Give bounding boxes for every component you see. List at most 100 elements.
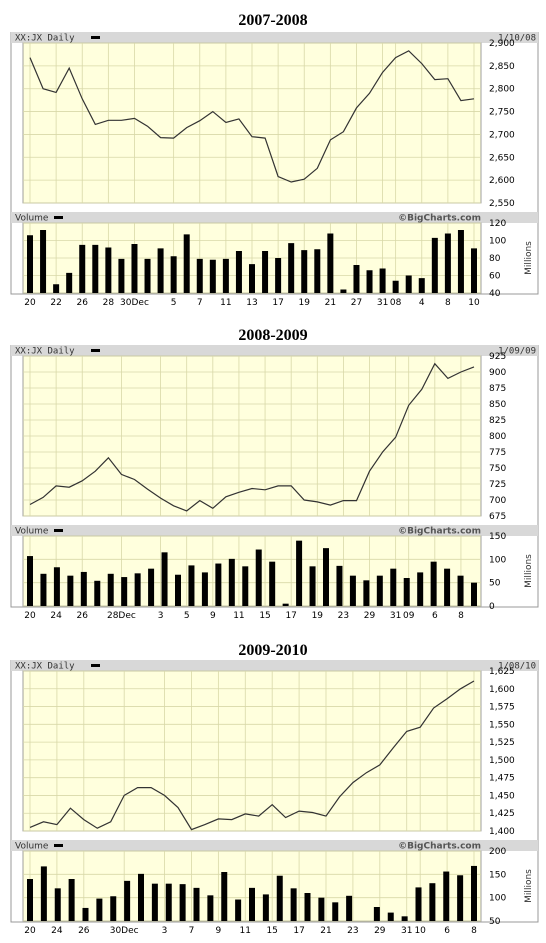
x-tick-label: 31: [401, 926, 412, 936]
volume-bar: [27, 235, 33, 293]
volume-bar: [429, 883, 436, 921]
volume-bar: [207, 895, 214, 921]
volume-bar: [40, 230, 47, 293]
x-tick-label: 11: [240, 926, 251, 936]
x-tick-label: 17: [272, 298, 283, 308]
volume-bar: [107, 573, 114, 606]
price-series-line: [29, 680, 475, 831]
x-tick-label: 15: [259, 611, 270, 621]
volume-bar: [457, 575, 464, 606]
volume-bar: [417, 572, 424, 606]
volume-bar: [314, 249, 321, 293]
x-tick-label: 11: [220, 298, 231, 308]
price-tick-label: 1,600: [489, 685, 515, 695]
volume-legend-swatch: [54, 844, 63, 847]
volume-tick-label: 200: [489, 847, 506, 857]
volume-bar: [27, 879, 33, 921]
x-tick-label: 28: [103, 298, 115, 308]
x-tick-label: 10: [468, 298, 480, 308]
volume-bar: [27, 556, 33, 606]
volume-bar: [175, 574, 181, 606]
volume-bar: [336, 565, 343, 606]
volume-bar: [249, 887, 255, 921]
volume-tick-label: 150: [489, 870, 506, 880]
x-tick-label: 30Dec: [120, 298, 149, 308]
volume-unit-label: Millions: [524, 241, 534, 275]
volume-bar: [82, 907, 89, 921]
bigcharts-brand: ©BigCharts.com: [398, 214, 481, 224]
volume-bar: [340, 289, 347, 293]
chart-2-title: 2008-2009: [238, 327, 308, 344]
x-tick-label: 8: [471, 926, 477, 936]
x-tick-label: 21: [320, 926, 331, 936]
price-series-line: [29, 50, 475, 183]
volume-bar: [262, 251, 269, 293]
price-tick-label: 1,550: [489, 720, 515, 730]
price-tick-label: 825: [489, 416, 506, 426]
volume-bar: [471, 582, 477, 606]
volume-bar: [418, 278, 425, 293]
x-tick-label: 29: [364, 611, 376, 621]
price-tick-label: 2,900: [489, 39, 515, 49]
volume-bar: [118, 258, 125, 293]
x-tick-label: 08: [390, 298, 402, 308]
x-tick-label: 13: [246, 298, 257, 308]
chart-header-bar: [11, 345, 538, 356]
price-tick-label: 1,450: [489, 791, 515, 801]
symbol-label: XX:JX Daily: [15, 34, 75, 44]
volume-bar: [193, 887, 200, 921]
x-tick-label: 20: [24, 926, 36, 936]
volume-bar: [124, 880, 131, 921]
volume-tick-label: 150: [489, 532, 506, 542]
volume-bar: [165, 883, 172, 921]
x-tick-label: 31: [377, 298, 388, 308]
volume-bar: [471, 248, 477, 293]
volume-tick-label: 40: [489, 289, 501, 299]
x-tick-label: 31: [390, 611, 401, 621]
volume-bar: [275, 258, 282, 293]
price-tick-label: 1,625: [489, 667, 515, 677]
volume-tick-label: 100: [489, 237, 506, 247]
volume-bar: [110, 896, 117, 921]
volume-bar: [444, 233, 451, 293]
volume-bar: [430, 561, 437, 606]
volume-bar: [276, 875, 283, 921]
price-tick-label: 1,400: [489, 827, 515, 837]
volume-bar: [40, 866, 47, 921]
price-tick-label: 1,575: [489, 703, 515, 713]
volume-bar: [403, 578, 410, 606]
volume-legend-swatch: [54, 529, 63, 532]
volume-tick-label: 120: [489, 219, 506, 229]
x-tick-label: 9: [210, 611, 216, 621]
volume-bar: [40, 573, 47, 606]
x-tick-label: 24: [50, 611, 62, 621]
price-plot-area: [22, 670, 482, 832]
x-tick-label: 20: [24, 298, 36, 308]
x-tick-label: 6: [432, 611, 438, 621]
price-series-line: [29, 362, 475, 512]
price-tick-label: 675: [489, 512, 506, 522]
volume-bar: [242, 566, 249, 606]
volume-bar: [353, 265, 360, 293]
volume-bar: [209, 259, 216, 293]
x-tick-label: 7: [189, 926, 195, 936]
x-tick-label: 19: [299, 298, 311, 308]
symbol-label: XX:JX Daily: [15, 347, 75, 357]
x-tick-label: 20: [24, 611, 36, 621]
volume-bar: [151, 883, 158, 921]
volume-bar: [332, 902, 339, 921]
chart-header-bar: [11, 660, 538, 671]
volume-unit-label: Millions: [524, 869, 534, 903]
x-tick-label: 10: [414, 926, 426, 936]
volume-bar: [94, 580, 101, 606]
volume-bar: [80, 571, 87, 606]
volume-bar: [53, 284, 60, 293]
x-tick-label: 26: [77, 298, 89, 308]
price-tick-label: 2,850: [489, 62, 515, 72]
volume-label: Volume: [15, 527, 49, 537]
volume-tick-label: 50: [489, 917, 501, 927]
price-tick-label: 900: [489, 368, 506, 378]
x-tick-label: 22: [50, 298, 61, 308]
x-tick-label: 24: [51, 926, 63, 936]
symbol-legend-swatch: [91, 664, 100, 667]
